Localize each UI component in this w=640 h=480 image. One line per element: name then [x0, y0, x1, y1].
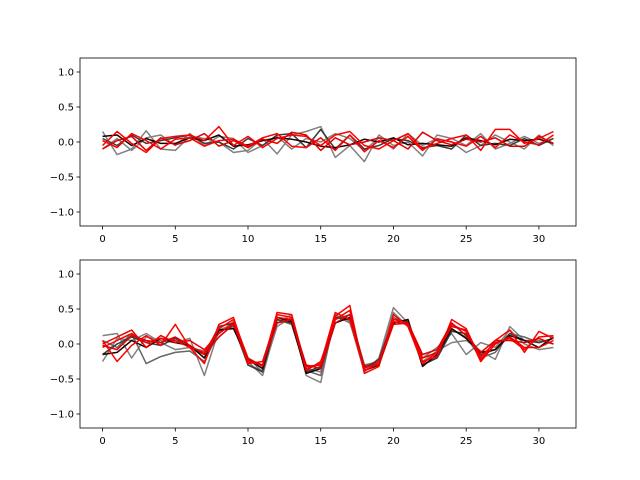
y-tick-label: −0.5	[50, 375, 74, 386]
x-tick-label: 5	[172, 436, 178, 447]
y-tick-label: −1.0	[50, 410, 74, 421]
x-tick-label: 5	[172, 234, 178, 245]
x-tick-label: 20	[387, 234, 400, 245]
x-tick-label: 10	[242, 234, 255, 245]
series-lines	[101, 304, 554, 384]
y-tick-label: 1.0	[58, 68, 74, 79]
y-tick-label: −0.5	[50, 173, 74, 184]
x-tick-label: 0	[99, 234, 105, 245]
series-line-4	[102, 125, 554, 154]
y-tick-label: 0.0	[58, 340, 74, 351]
y-tick-label: −1.0	[50, 208, 74, 219]
y-tick-label: 0.5	[58, 103, 74, 114]
x-tick-label: 25	[460, 436, 473, 447]
x-tick-label: 25	[460, 234, 473, 245]
x-tick-label: 20	[387, 436, 400, 447]
y-tick-label: 0.5	[58, 305, 74, 316]
x-tick-label: 15	[314, 436, 327, 447]
series-line-6	[102, 131, 554, 152]
series-line-2	[102, 128, 554, 150]
y-tick-label: 1.0	[58, 270, 74, 281]
bottom-subplot: 0 5 10 15 20 25 30 1.0 0.5 0.0 −0.5 −1.0	[50, 259, 577, 447]
y-tick-label: 0.0	[58, 138, 74, 149]
series-line-7	[102, 309, 554, 372]
x-tick-label: 30	[533, 234, 546, 245]
top-subplot: 0 5 10 15 20 25 30 1.0 0.5 0.0 −0.5 −1.0	[50, 57, 577, 245]
x-tick-label: 10	[242, 436, 255, 447]
x-tick-label: 30	[533, 436, 546, 447]
x-tick-label: 0	[99, 436, 105, 447]
series-line-8	[102, 313, 554, 370]
series-lines	[101, 125, 554, 163]
series-line-0	[101, 125, 554, 163]
x-tick-label: 15	[314, 234, 327, 245]
series-line-3	[102, 134, 554, 149]
